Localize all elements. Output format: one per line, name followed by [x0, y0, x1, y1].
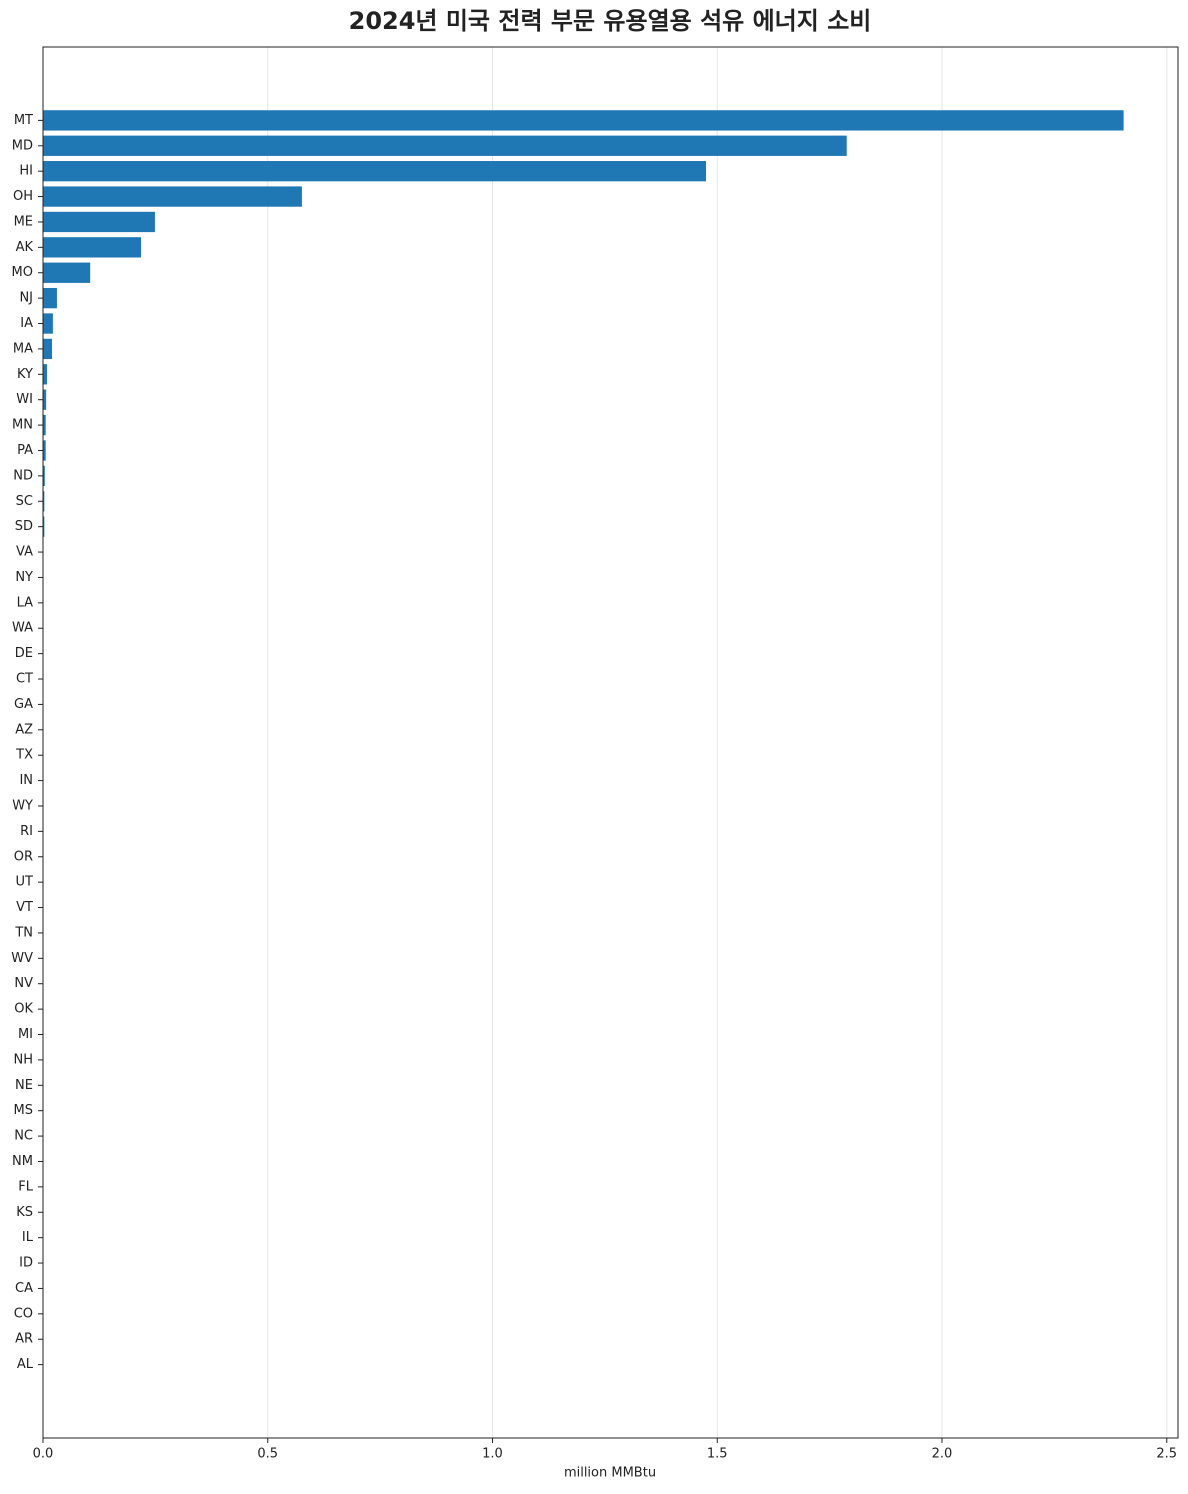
y-tick-label: CO — [14, 1306, 33, 1321]
y-tick-label: AZ — [15, 722, 33, 737]
x-tick-label: 2.0 — [932, 1447, 953, 1462]
bar — [43, 110, 1124, 131]
x-tick-label: 0.5 — [257, 1447, 278, 1462]
bar — [43, 414, 46, 436]
y-tick-label: NJ — [19, 291, 33, 306]
y-tick-label: GA — [14, 697, 33, 712]
y-tick-label: NC — [14, 1129, 33, 1144]
bar — [43, 465, 45, 487]
bar — [43, 262, 91, 283]
plot-frame — [42, 46, 1179, 1439]
y-tick-label: OK — [14, 1002, 33, 1017]
y-tick-label: DE — [15, 646, 33, 661]
y-tick-label: FL — [18, 1179, 33, 1194]
bar — [43, 389, 47, 410]
y-tick-label: ND — [13, 468, 33, 483]
y-tick-label: HI — [19, 164, 33, 179]
bar — [43, 161, 707, 182]
y-tick-label: IL — [22, 1230, 34, 1245]
y-tick-label: WY — [12, 798, 33, 813]
y-tick-label: KY — [17, 367, 33, 382]
y-tick-label: IN — [19, 773, 33, 788]
y-tick-label: ID — [19, 1256, 33, 1271]
x-tick-label: 1.0 — [482, 1447, 503, 1462]
x-tick-label: 2.5 — [1156, 1447, 1177, 1462]
y-tick-label: MN — [12, 418, 33, 433]
y-tick-label: NE — [15, 1078, 33, 1093]
y-tick-label: UT — [16, 875, 34, 890]
y-tick-label: WV — [11, 951, 33, 966]
y-tick-label: NV — [14, 976, 33, 991]
chart-title: 2024년 미국 전력 부문 유용열용 석유 에너지 소비 — [349, 7, 872, 35]
y-tick-label: VA — [16, 545, 33, 560]
x-tick-label: 0.0 — [33, 1447, 54, 1462]
y-tick-label: CT — [16, 672, 33, 687]
bar — [43, 211, 155, 233]
bar — [43, 516, 45, 537]
y-tick-label: NY — [15, 570, 33, 585]
y-tick-label: LA — [17, 595, 34, 610]
bar — [43, 186, 302, 207]
bar — [43, 313, 53, 334]
bar — [43, 237, 141, 258]
y-tick-label: TX — [15, 748, 33, 763]
y-tick-label: TN — [14, 925, 33, 940]
y-tick-label: SD — [15, 519, 33, 534]
bar — [43, 135, 847, 156]
y-tick-label: MO — [12, 265, 33, 280]
bar — [43, 440, 46, 461]
y-tick-label: OH — [13, 189, 33, 204]
y-tick-label: WI — [16, 392, 33, 407]
bar — [43, 287, 57, 309]
y-tick-label: NM — [12, 1154, 33, 1169]
y-tick-label: WA — [12, 621, 33, 636]
y-tick-label: AR — [15, 1332, 33, 1347]
y-tick-label: SC — [16, 494, 33, 509]
y-tick-label: MT — [14, 113, 33, 128]
y-tick-label: PA — [17, 443, 33, 458]
y-tick-label: KS — [16, 1205, 33, 1220]
y-tick-label: MI — [18, 1027, 33, 1042]
bar — [43, 338, 52, 360]
y-tick-label: AL — [17, 1357, 34, 1372]
y-tick-label: MA — [13, 341, 33, 356]
y-tick-label: MS — [14, 1103, 33, 1118]
y-tick-label: MD — [12, 138, 33, 153]
y-tick-label: OR — [14, 849, 33, 864]
bar — [43, 491, 45, 512]
y-tick-label: AK — [16, 240, 34, 255]
y-tick-label: ME — [14, 214, 33, 229]
y-tick-label: IA — [20, 316, 33, 331]
y-tick-label: CA — [15, 1281, 33, 1296]
x-axis-label: million MMBtu — [564, 1466, 656, 1481]
bar — [43, 364, 48, 385]
y-tick-label: VT — [16, 900, 33, 915]
y-tick-label: NH — [14, 1052, 34, 1067]
x-tick-label: 1.5 — [707, 1447, 728, 1462]
y-tick-label: RI — [20, 824, 33, 839]
